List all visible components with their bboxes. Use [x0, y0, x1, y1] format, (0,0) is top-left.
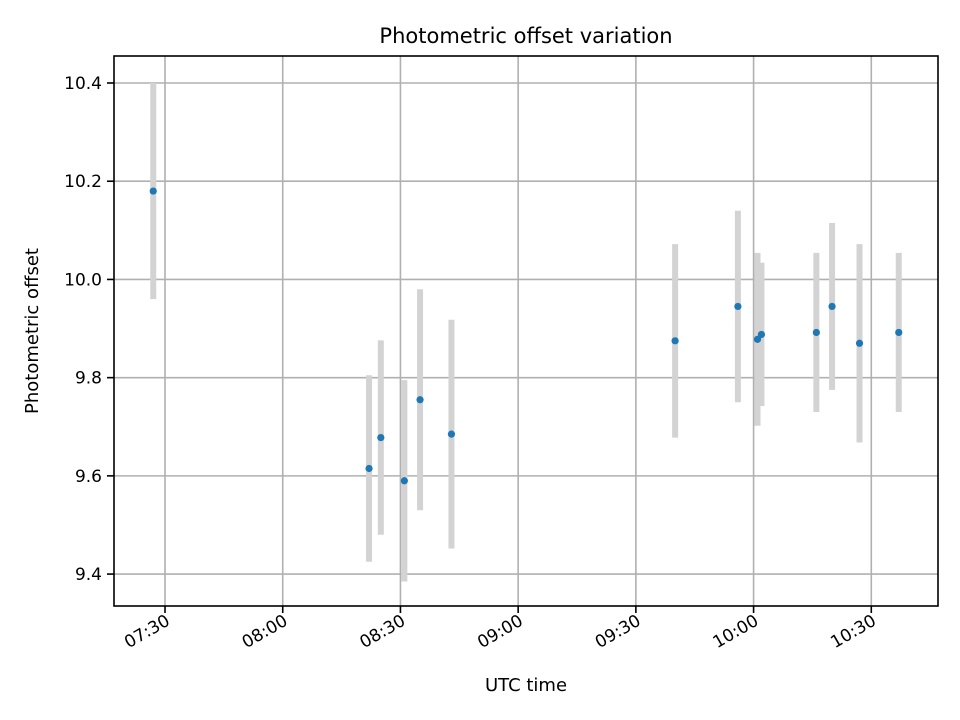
- y-tick-label: 9.8: [75, 369, 102, 389]
- x-tick-label: 08:30: [357, 611, 409, 653]
- y-tick-label: 9.6: [75, 467, 102, 487]
- data-point: [895, 328, 903, 337]
- x-tick-label: 07:30: [121, 611, 173, 653]
- y-axis-label: Photometric offset: [22, 248, 43, 414]
- y-tick-label: 10.2: [64, 172, 102, 192]
- data-point: [828, 302, 836, 311]
- x-tick-label: 08:00: [239, 611, 291, 653]
- x-tick-label: 09:00: [474, 611, 526, 653]
- point-layer: [149, 187, 903, 485]
- data-point: [447, 430, 456, 438]
- data-point: [734, 302, 742, 311]
- plot-area-frame: [113, 55, 939, 607]
- errorbar-layer: [150, 83, 902, 582]
- data-point: [377, 433, 385, 442]
- x-tick-label: 09:30: [592, 611, 644, 653]
- y-tick-label: 10.4: [64, 74, 102, 94]
- x-tick-label: 10:30: [827, 611, 879, 653]
- data-point: [671, 337, 679, 345]
- data-point: [812, 328, 820, 337]
- x-axis-label: UTC time: [485, 675, 567, 696]
- y-tick-label: 9.4: [75, 565, 102, 585]
- y-tick-label: 10.0: [64, 270, 102, 290]
- data-point: [365, 464, 373, 473]
- data-point: [855, 339, 864, 347]
- data-point: [400, 477, 408, 485]
- data-point: [753, 335, 762, 343]
- data-point: [149, 187, 157, 195]
- x-tick-label: 10:00: [710, 611, 762, 653]
- grid-layer: [114, 56, 938, 606]
- data-point: [757, 330, 766, 339]
- data-point: [416, 396, 424, 404]
- chart-title: Photometric offset variation: [379, 24, 672, 48]
